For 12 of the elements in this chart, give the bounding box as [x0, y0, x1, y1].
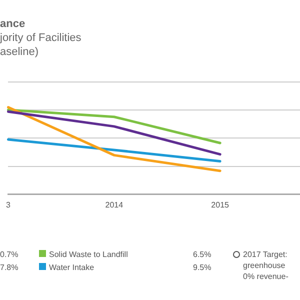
text: 9.5% — [193, 262, 212, 273]
legend-label: Water Intake — [49, 263, 94, 272]
x-tick-label: 3 — [6, 200, 11, 210]
text: 0.7% — [0, 249, 18, 260]
x-tick-label: 2015 — [211, 200, 230, 210]
text: 6.5% — [193, 249, 212, 260]
x-tick-label: 2014 — [105, 200, 124, 210]
text: 7.8% — [0, 262, 18, 273]
chart-subtitle: jority of Facilities aseline) — [0, 31, 82, 59]
text: 2017 Target: greenhouse 0% revenue- — [243, 249, 288, 282]
legend-label: Solid Waste to Landfill — [49, 250, 128, 259]
chart-title: ance — [0, 17, 26, 31]
